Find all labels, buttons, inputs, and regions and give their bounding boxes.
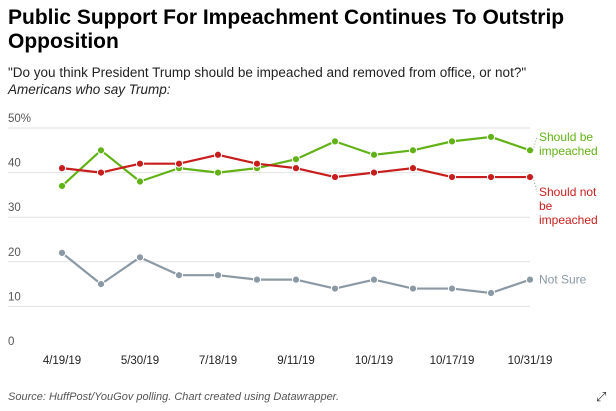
series-impeached: [57, 132, 535, 191]
data-point: [57, 248, 67, 257]
x-tick-label: 7/18/19: [199, 355, 237, 367]
data-point: [330, 284, 340, 293]
series-label-text: Should not be impeached: [539, 185, 598, 227]
data-point: [135, 177, 145, 186]
chart-subtitle-italic: Americans who say Trump:: [8, 82, 171, 97]
data-point: [369, 150, 379, 159]
chart-title: Public Support For Impeachment Continues…: [8, 6, 565, 53]
series-label-text: Not Sure: [539, 273, 587, 287]
data-point: [174, 159, 184, 168]
data-point: [486, 288, 496, 298]
data-point: [369, 275, 379, 284]
data-point: [213, 271, 223, 280]
data-point: [330, 172, 340, 182]
data-point: [213, 168, 223, 177]
x-tick-label: 10/1/19: [355, 355, 393, 367]
y-tick-label: 30: [8, 202, 21, 214]
chart-subtitle: "Do you think President Trump should be …: [8, 65, 527, 80]
data-point: [291, 164, 301, 173]
series-label-not_impeached: Should not be impeached: [532, 176, 598, 227]
data-point: [213, 150, 223, 159]
data-point: [447, 284, 457, 293]
data-point: [408, 146, 418, 155]
x-tick-label: 10/17/19: [430, 355, 475, 367]
y-tick-label: 20: [8, 247, 21, 259]
data-point: [96, 280, 106, 289]
x-tick-label: 5/30/19: [121, 355, 159, 367]
line-chart: 50% 40 30 20 10 0 4/19/19 5/30/19 7/18/19 9/11/1…: [8, 113, 598, 367]
series-layer: [57, 132, 535, 298]
data-point: [96, 168, 106, 177]
data-point: [447, 172, 457, 182]
data-point: [447, 137, 457, 146]
series-label-not_sure: Not Sure: [539, 273, 587, 287]
label-leader: [532, 136, 538, 151]
series-line-not_sure: [61, 252, 531, 295]
data-point: [330, 137, 340, 146]
data-point: [525, 172, 535, 182]
data-point: [96, 146, 106, 155]
x-axis-ticks: 4/19/19 5/30/19 7/18/19 9/11/19 10/1/19 10/17…: [43, 355, 553, 367]
y-tick-label: 40: [8, 158, 21, 170]
x-tick-label: 4/19/19: [43, 355, 81, 367]
y-axis-ticks: 50% 40 30 20 10 0: [8, 113, 31, 348]
y-tick-label: 0: [8, 336, 14, 348]
data-point: [174, 271, 184, 280]
data-point: [252, 275, 262, 284]
data-point: [408, 284, 418, 293]
data-point: [486, 132, 496, 142]
series-label-impeached: Should be impeached: [532, 130, 598, 158]
data-point: [486, 172, 496, 182]
data-point: [408, 164, 418, 173]
data-point: [525, 146, 535, 155]
y-tick-label: 10: [8, 291, 21, 303]
data-point: [291, 155, 301, 164]
data-point: [252, 159, 262, 168]
series-label-text: Should be impeached: [539, 130, 598, 158]
data-point: [57, 181, 67, 191]
x-tick-label: 10/31/19: [508, 355, 553, 367]
series-labels: Should be impeached Should not be impeached N…: [532, 130, 598, 287]
data-point: [525, 275, 535, 284]
label-leader: [532, 176, 538, 193]
expand-icon[interactable]: ⤢: [596, 389, 607, 404]
data-point: [57, 164, 67, 173]
x-tick-label: 9/11/19: [277, 355, 315, 367]
y-tick-label: 50%: [8, 113, 31, 125]
chart-source: Source: HuffPost/YouGov polling. Chart c…: [8, 391, 339, 403]
data-point: [135, 159, 145, 168]
data-point: [135, 253, 145, 262]
series-not_impeached: [57, 150, 535, 182]
data-point: [369, 168, 379, 177]
data-point: [291, 275, 301, 284]
series-not_sure: [57, 248, 535, 298]
